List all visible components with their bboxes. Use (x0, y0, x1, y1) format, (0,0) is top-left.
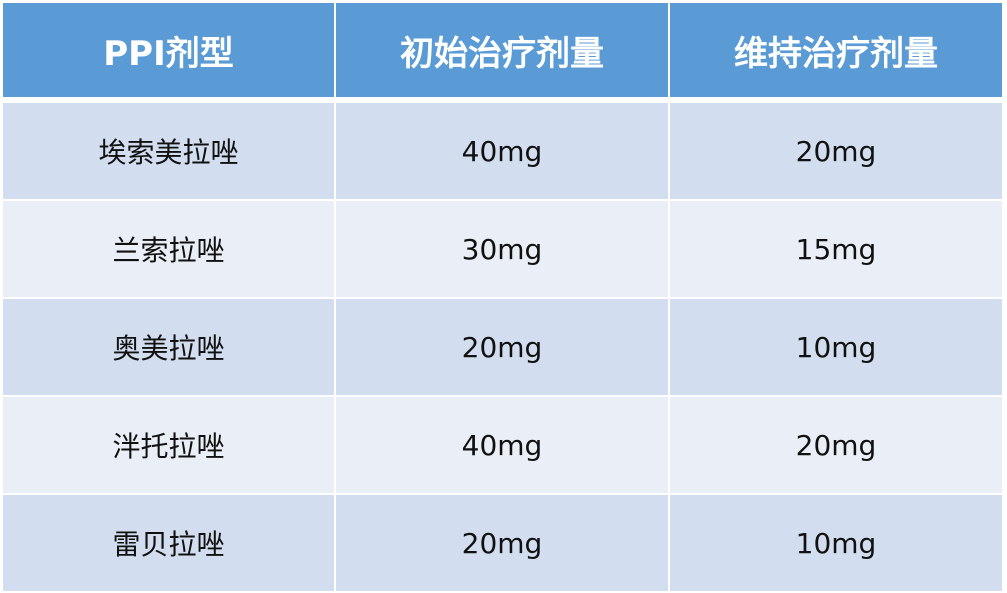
cell-initial: 20mg (336, 299, 668, 395)
table-row: 泮托拉唑 40mg 20mg (3, 397, 1002, 493)
table-row: 兰索拉唑 30mg 15mg (3, 201, 1002, 297)
cell-maintenance: 20mg (670, 397, 1002, 493)
header-row: PPI剂型 初始治疗剂量 维持治疗剂量 (3, 3, 1002, 101)
cell-initial: 20mg (336, 495, 668, 591)
cell-initial: 40mg (336, 103, 668, 199)
cell-drug: 奥美拉唑 (3, 299, 334, 395)
header-initial-dose: 初始治疗剂量 (336, 3, 668, 101)
header-maintenance-dose: 维持治疗剂量 (670, 3, 1002, 101)
cell-maintenance: 10mg (670, 299, 1002, 395)
cell-initial: 30mg (336, 201, 668, 297)
cell-drug: 兰索拉唑 (3, 201, 334, 297)
table-row: 埃索美拉唑 40mg 20mg (3, 103, 1002, 199)
cell-maintenance: 10mg (670, 495, 1002, 591)
cell-drug: 埃索美拉唑 (3, 103, 334, 199)
header-ppi-type: PPI剂型 (3, 3, 334, 101)
table-row: 雷贝拉唑 20mg 10mg (3, 495, 1002, 591)
cell-maintenance: 20mg (670, 103, 1002, 199)
cell-drug: 泮托拉唑 (3, 397, 334, 493)
cell-drug: 雷贝拉唑 (3, 495, 334, 591)
cell-initial: 40mg (336, 397, 668, 493)
table-row: 奥美拉唑 20mg 10mg (3, 299, 1002, 395)
cell-maintenance: 15mg (670, 201, 1002, 297)
